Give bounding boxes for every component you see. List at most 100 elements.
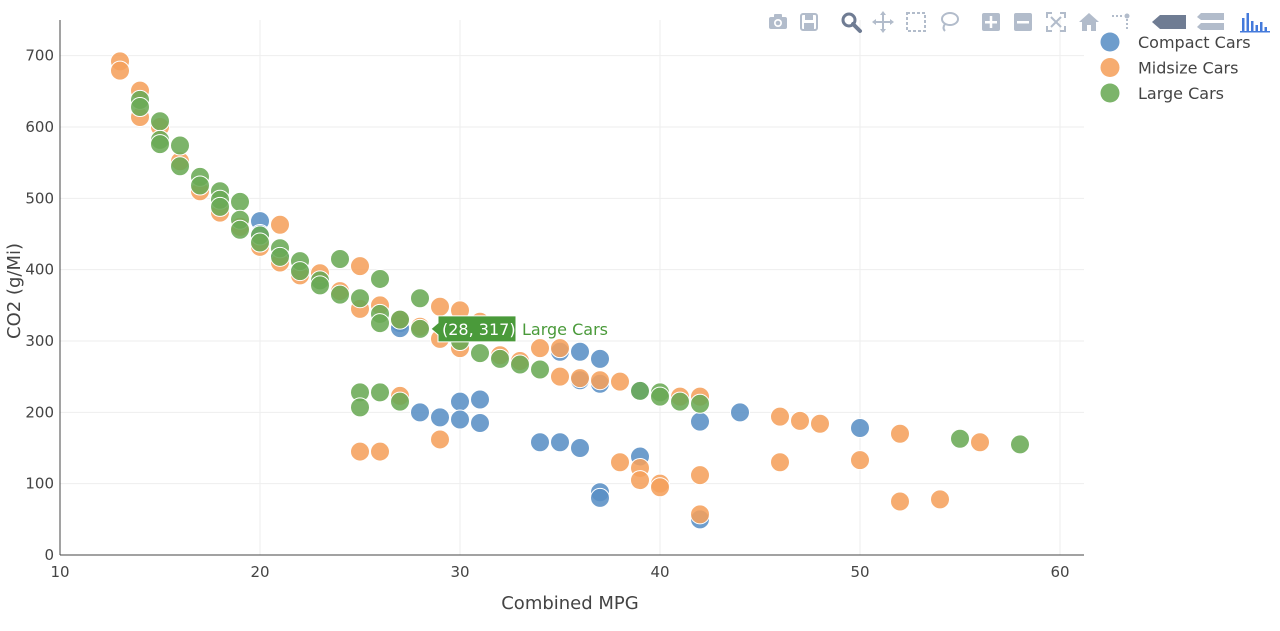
lasso-select-icon[interactable] (937, 10, 961, 34)
data-point[interactable] (550, 432, 570, 453)
data-point[interactable] (350, 256, 370, 277)
data-point[interactable] (550, 366, 570, 387)
data-point[interactable] (410, 402, 430, 423)
data-point[interactable] (730, 402, 750, 423)
data-point[interactable] (850, 450, 870, 471)
data-point[interactable] (570, 368, 590, 389)
y-axis-title: CO2 (g/Mi) (4, 243, 25, 339)
hover-compare-icon[interactable] (1196, 10, 1226, 34)
y-tick-label: 400 (25, 261, 54, 279)
data-point[interactable] (130, 97, 150, 118)
plotly-logo-icon[interactable] (1239, 10, 1275, 34)
data-point[interactable] (390, 391, 410, 412)
data-point[interactable] (690, 393, 710, 414)
pan-icon[interactable] (871, 10, 895, 34)
data-point[interactable] (250, 232, 270, 253)
x-tick-label: 20 (250, 563, 269, 581)
data-point[interactable] (810, 413, 830, 434)
data-point[interactable] (670, 391, 690, 412)
data-point[interactable] (690, 504, 710, 525)
data-point[interactable] (330, 284, 350, 305)
legend-item-compact-cars[interactable]: Compact Cars (1100, 32, 1251, 53)
data-point[interactable] (410, 318, 430, 339)
data-point[interactable] (550, 338, 570, 359)
legend-item-large-cars[interactable]: Large Cars (1100, 83, 1225, 104)
data-point[interactable] (530, 359, 550, 380)
data-point[interactable] (390, 309, 410, 330)
data-point[interactable] (310, 275, 330, 296)
data-point[interactable] (410, 288, 430, 309)
data-point[interactable] (890, 491, 910, 512)
data-point[interactable] (590, 370, 610, 391)
data-point[interactable] (330, 248, 350, 269)
data-point[interactable] (450, 409, 470, 430)
data-point[interactable] (950, 428, 970, 449)
autoscale-icon[interactable] (1044, 10, 1068, 34)
data-point[interactable] (270, 214, 290, 235)
data-point[interactable] (350, 288, 370, 309)
data-point[interactable] (170, 135, 190, 156)
data-point[interactable] (430, 296, 450, 317)
data-point[interactable] (930, 489, 950, 510)
data-point[interactable] (370, 441, 390, 462)
data-point[interactable] (150, 134, 170, 155)
data-point[interactable] (370, 313, 390, 334)
data-point[interactable] (790, 410, 810, 431)
data-point[interactable] (470, 343, 490, 364)
data-point[interactable] (890, 423, 910, 444)
data-point[interactable] (610, 452, 630, 473)
data-point[interactable] (570, 438, 590, 458)
data-point[interactable] (530, 432, 550, 453)
data-point[interactable] (350, 397, 370, 418)
data-point[interactable] (430, 407, 450, 428)
data-point[interactable] (610, 371, 630, 392)
box-select-icon[interactable] (904, 10, 928, 34)
data-point[interactable] (690, 465, 710, 486)
zoom-in-icon[interactable] (979, 10, 1003, 34)
data-point[interactable] (970, 432, 990, 453)
data-point[interactable] (110, 60, 130, 81)
data-point[interactable] (590, 487, 610, 508)
data-point[interactable] (190, 175, 210, 196)
data-point[interactable] (630, 470, 650, 491)
x-tick-label: 50 (850, 563, 869, 581)
data-point[interactable] (690, 411, 710, 432)
zoom-out-icon[interactable] (1011, 10, 1035, 34)
data-point[interactable] (490, 348, 510, 369)
data-point[interactable] (450, 391, 470, 412)
data-point[interactable] (370, 382, 390, 403)
data-point[interactable] (210, 196, 230, 217)
data-point[interactable] (850, 418, 870, 439)
data-point[interactable] (470, 389, 490, 410)
legend[interactable]: Compact Cars Midsize Cars Large Cars (1100, 32, 1251, 104)
home-icon[interactable] (1077, 10, 1101, 34)
data-point[interactable] (510, 354, 530, 375)
data-point[interactable] (630, 380, 650, 401)
data-point[interactable] (570, 341, 590, 362)
data-point[interactable] (770, 406, 790, 427)
data-point[interactable] (230, 191, 250, 212)
data-point[interactable] (350, 441, 370, 462)
data-point[interactable] (150, 111, 170, 132)
data-point[interactable] (590, 348, 610, 369)
spike-lines-icon[interactable] (1109, 10, 1133, 34)
zoom-icon[interactable] (839, 10, 863, 34)
data-point[interactable] (530, 338, 550, 359)
data-point[interactable] (770, 452, 790, 473)
legend-item-midsize-cars[interactable]: Midsize Cars (1100, 58, 1239, 78)
data-point[interactable] (370, 268, 390, 289)
data-point[interactable] (650, 477, 670, 498)
data-point[interactable] (1010, 434, 1030, 455)
data-point[interactable] (170, 156, 190, 177)
data-point[interactable] (270, 246, 290, 267)
hover-label-value: (28, 317) (442, 320, 516, 339)
data-point[interactable] (430, 429, 450, 450)
hover-closest-icon[interactable] (1151, 10, 1187, 34)
save-icon[interactable] (797, 10, 821, 34)
data-point[interactable] (290, 261, 310, 282)
camera-icon[interactable] (766, 10, 790, 34)
data-point[interactable] (470, 413, 490, 434)
data-point[interactable] (650, 386, 670, 407)
data-point[interactable] (230, 219, 250, 240)
